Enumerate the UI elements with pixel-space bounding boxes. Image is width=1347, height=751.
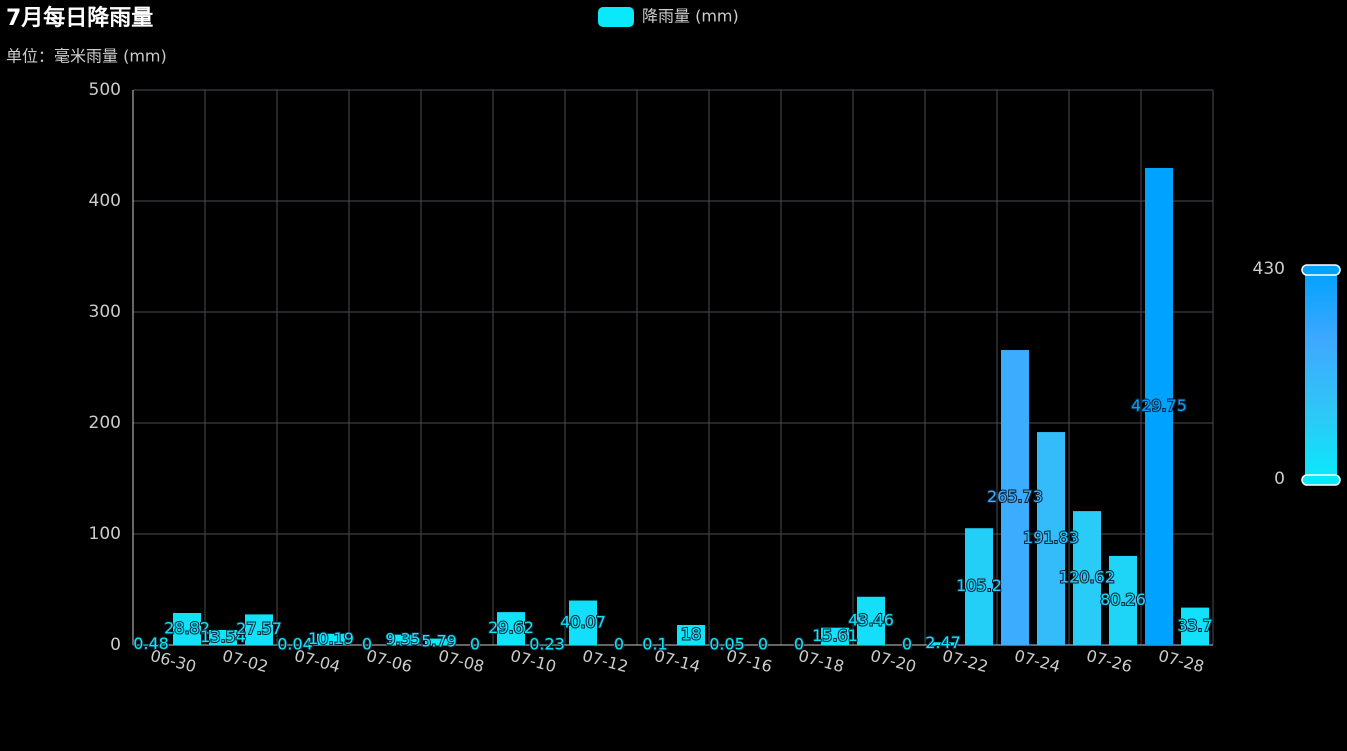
value-label: 0	[902, 635, 912, 654]
value-label: 0	[614, 635, 624, 654]
x-tick-label: 07-26	[1084, 646, 1134, 676]
bar	[245, 614, 273, 645]
value-label: 0.05	[709, 634, 745, 653]
value-label: 0	[470, 635, 480, 654]
value-label: 5.79	[421, 631, 457, 650]
value-label: 28.82	[164, 619, 210, 638]
value-label: 2.47	[925, 633, 961, 652]
value-label: 43.46	[848, 610, 894, 629]
y-tick-label: 200	[89, 413, 121, 433]
value-label: 265.73	[987, 487, 1043, 506]
value-label: 18	[681, 625, 701, 644]
value-label: 29.62	[488, 618, 534, 637]
bar	[1109, 555, 1137, 645]
value-label: 105.2	[956, 576, 1002, 595]
visual-map-handle[interactable]	[1301, 264, 1341, 276]
visual-map-bar	[1305, 270, 1337, 480]
value-label: 40.07	[560, 612, 606, 631]
bar	[1181, 607, 1209, 645]
value-label: 0.23	[529, 634, 565, 653]
y-tick-label: 100	[89, 524, 121, 544]
value-label: 0.1	[642, 634, 667, 653]
bar	[1001, 350, 1029, 645]
value-label: 191.83	[1023, 528, 1079, 547]
bar	[965, 528, 993, 645]
value-label: 429.75	[1131, 396, 1187, 415]
y-tick-label: 0	[110, 635, 121, 655]
value-label: 27.57	[236, 619, 282, 638]
bar	[1145, 167, 1173, 646]
value-label: 80.26	[1100, 590, 1146, 609]
bar	[929, 642, 957, 645]
visual-map-max: 430	[1253, 259, 1285, 279]
value-label: 33.7	[1177, 616, 1213, 635]
visual-map-min: 0	[1274, 469, 1285, 489]
bar	[569, 600, 597, 645]
value-label: 10.19	[308, 629, 354, 648]
bar	[677, 625, 705, 645]
bar	[1073, 511, 1101, 645]
value-label: 0.48	[133, 634, 169, 653]
bar	[1037, 432, 1065, 645]
bar	[425, 638, 453, 645]
y-tick-label: 400	[89, 191, 121, 211]
value-label: 0.04	[277, 634, 313, 653]
chart-title: 7月每日降雨量	[6, 5, 153, 31]
value-label: 13.54	[200, 627, 246, 646]
legend-label: 降雨量 (mm)	[642, 7, 739, 26]
x-tick-label: 07-28	[1156, 646, 1206, 676]
visual-map-handle[interactable]	[1301, 474, 1341, 486]
y-tick-label: 300	[89, 302, 121, 322]
bar	[857, 596, 885, 645]
value-label: 0	[362, 635, 372, 654]
bar	[821, 627, 849, 645]
bar	[389, 634, 417, 645]
bar	[209, 629, 237, 645]
bar	[317, 633, 345, 645]
bar	[137, 644, 165, 645]
legend-swatch	[598, 7, 634, 27]
x-tick-label: 07-24	[1012, 646, 1062, 676]
value-label: 9.35	[385, 629, 421, 648]
value-label: 0	[758, 635, 768, 654]
y-tick-label: 500	[89, 80, 121, 100]
value-label: 15.61	[812, 626, 858, 645]
x-tick-label: 07-02	[220, 646, 270, 676]
bar	[173, 613, 201, 645]
value-label: 0	[794, 635, 804, 654]
value-label: 120.62	[1059, 568, 1115, 587]
bar	[497, 612, 525, 645]
chart-subtitle: 单位：毫米雨量 (mm)	[6, 47, 167, 66]
